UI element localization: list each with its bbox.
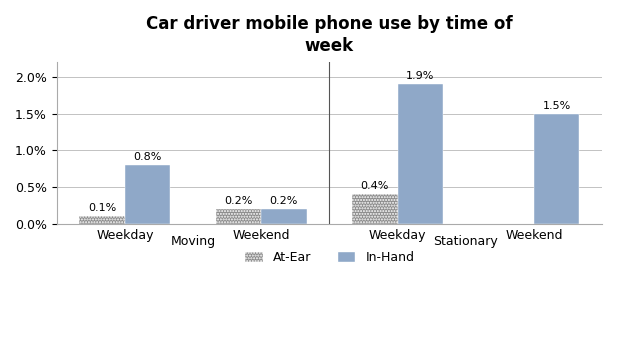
Text: 0.4%: 0.4% (360, 181, 389, 191)
Text: 1.9%: 1.9% (406, 71, 434, 81)
Text: 0.1%: 0.1% (88, 203, 116, 213)
Bar (352, 194, 397, 224)
Text: 0.2%: 0.2% (225, 196, 253, 206)
Title: Car driver mobile phone use by time of
week: Car driver mobile phone use by time of w… (146, 15, 513, 55)
Bar (397, 84, 443, 224)
Text: Moving: Moving (170, 235, 215, 248)
Text: Stationary: Stationary (433, 235, 498, 248)
Bar (80, 216, 125, 224)
Bar (216, 209, 261, 224)
Legend: At-Ear, In-Hand: At-Ear, In-Hand (239, 246, 420, 269)
Bar (125, 165, 170, 224)
Bar (534, 114, 579, 224)
Text: 0.8%: 0.8% (133, 152, 162, 162)
Text: 1.5%: 1.5% (542, 101, 571, 111)
Bar (261, 209, 307, 224)
Text: 0.2%: 0.2% (270, 196, 298, 206)
